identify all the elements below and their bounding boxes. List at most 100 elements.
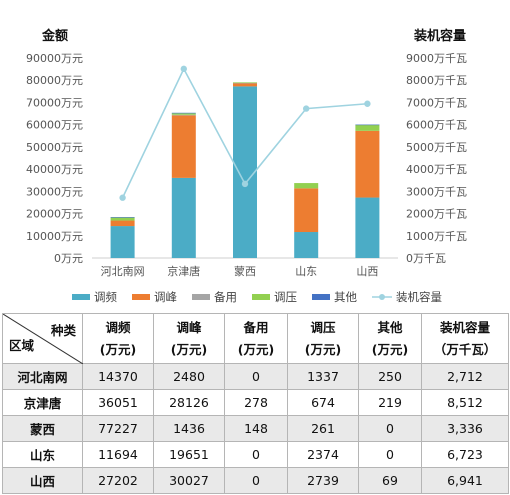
bar-segment: [355, 197, 380, 258]
left-tick-label: 30000万元: [26, 185, 83, 198]
bar-segment: [294, 232, 319, 258]
left-tick-label: 90000万元: [26, 52, 83, 65]
corner-bottom-label: 区域: [9, 338, 35, 353]
legend-swatch: [132, 294, 150, 300]
left-tick-label: 0万元: [54, 252, 83, 265]
capacity-point: [364, 100, 371, 107]
legend-swatch: [312, 294, 330, 300]
table-header-row: 种类 区域 调频 (万元) 调峰 (万元) 备用 (万元) 调压 (万元) 其他 (万元)…: [2, 313, 509, 364]
bar-segment: [294, 183, 319, 189]
table-cell: 1337: [287, 363, 359, 390]
capacity-point: [180, 65, 187, 73]
bar-segment: [171, 177, 196, 258]
corner-diagonal: [3, 314, 83, 364]
right-tick-label: 7000万千瓦: [406, 96, 467, 109]
header-reserve: 备用 (万元): [224, 313, 288, 364]
bar-segment: [233, 86, 257, 258]
header-name: 备用: [243, 319, 269, 335]
category-label: 山西: [356, 265, 378, 278]
header-unit: （万千瓦）: [433, 341, 497, 357]
table-cell: 27202: [82, 467, 154, 494]
right-tick-label: 9000万千瓦: [406, 52, 467, 65]
table-cell: 28126: [153, 389, 225, 416]
bar-segment: [355, 124, 380, 126]
header-frequency: 调频 (万元): [82, 313, 154, 364]
legend-label: 其他: [334, 290, 357, 304]
table-cell: 0: [224, 467, 288, 494]
right-tick-label: 3000万千瓦: [406, 185, 467, 198]
right-axis-title: 装机容量: [413, 28, 466, 44]
table-cell: 261: [287, 415, 359, 442]
header-name: 调压: [310, 319, 336, 335]
header-name: 调峰: [176, 319, 202, 335]
legend-label: 备用: [214, 290, 237, 304]
row-region: 山西: [2, 467, 83, 494]
left-tick-label: 40000万元: [26, 163, 83, 176]
capacity-point: [241, 180, 249, 188]
table-cell: 30027: [153, 467, 225, 494]
table-cell: 36051: [82, 389, 154, 416]
legend-label: 调频: [94, 290, 117, 304]
header-voltage: 调压 (万元): [287, 313, 359, 364]
table-cell: 0: [224, 441, 288, 468]
row-region: 河北南网: [2, 363, 83, 390]
table-cell: 8,512: [421, 389, 509, 416]
bar-segment: [233, 83, 257, 87]
row-region: 蒙西: [2, 415, 83, 442]
bar-segment: [110, 217, 135, 218]
bar-segment: [233, 82, 257, 84]
table-row: 山西 27202 30027 0 2739 69 6,941: [2, 467, 509, 494]
right-tick-label: 5000万千瓦: [406, 141, 467, 154]
bar-segment: [171, 115, 196, 178]
table-cell: 2739: [287, 467, 359, 494]
legend-swatch: [72, 294, 90, 300]
left-tick-label: 10000万元: [26, 230, 83, 243]
table-cell: 6,941: [421, 467, 509, 494]
legend-swatch: [252, 294, 270, 300]
table-cell: 77227: [82, 415, 154, 442]
table-cell: 250: [358, 363, 422, 390]
table-cell: 2374: [287, 441, 359, 468]
right-tick-label: 4000万千瓦: [406, 163, 467, 176]
category-label: 河北南网: [101, 265, 145, 278]
bar-segment: [171, 113, 196, 115]
legend-label: 调压: [274, 290, 297, 304]
table-row: 河北南网 14370 2480 0 1337 250 2,712: [2, 363, 509, 390]
table-cell: 2,712: [421, 363, 509, 390]
left-tick-label: 20000万元: [26, 208, 83, 221]
table-cell: 2480: [153, 363, 225, 390]
right-tick-label: 8000万千瓦: [406, 74, 467, 87]
header-unit: (万元): [304, 341, 342, 357]
table-row: 蒙西 77227 1436 148 261 0 3,336: [2, 415, 509, 442]
left-tick-label: 50000万元: [26, 141, 83, 154]
table-cell: 219: [358, 389, 422, 416]
category-label: 山东: [295, 265, 317, 278]
table-cell: 0: [358, 441, 422, 468]
right-tick-label: 0万千瓦: [406, 252, 446, 265]
bar-segment: [110, 226, 135, 258]
bar-segment: [294, 188, 319, 233]
table-cell: 278: [224, 389, 288, 416]
right-tick-label: 6000万千瓦: [406, 119, 467, 132]
table-cell: 19651: [153, 441, 225, 468]
table-cell: 11694: [82, 441, 154, 468]
table-cell: 6,723: [421, 441, 509, 468]
category-label: 蒙西: [234, 265, 256, 278]
table-cell: 148: [224, 415, 288, 442]
table-row: 京津唐 36051 28126 278 674 219 8,512: [2, 389, 509, 416]
bar-segment: [171, 112, 196, 114]
right-tick-label: 1000万千瓦: [406, 230, 467, 243]
header-other: 其他 (万元): [358, 313, 422, 364]
row-region: 京津唐: [2, 389, 83, 416]
right-tick-label: 2000万千瓦: [406, 208, 467, 221]
table-row: 山东 11694 19651 0 2374 0 6,723: [2, 441, 509, 468]
table-cell: 14370: [82, 363, 154, 390]
legend-line-marker: [379, 294, 385, 300]
left-axis-title: 金额: [41, 28, 68, 44]
data-table: 种类 区域 调频 (万元) 调峰 (万元) 备用 (万元) 调压 (万元) 其他 (万元)…: [2, 313, 509, 494]
table-corner-cell: 种类 区域: [2, 313, 83, 364]
header-unit: (万元): [170, 341, 208, 357]
capacity-point: [303, 105, 310, 112]
header-capacity: 装机容量 （万千瓦）: [421, 313, 509, 364]
chart: 金额 装机容量 0万元 10000万元 20000万元 30000万元 40000万元 5…: [26, 28, 467, 304]
